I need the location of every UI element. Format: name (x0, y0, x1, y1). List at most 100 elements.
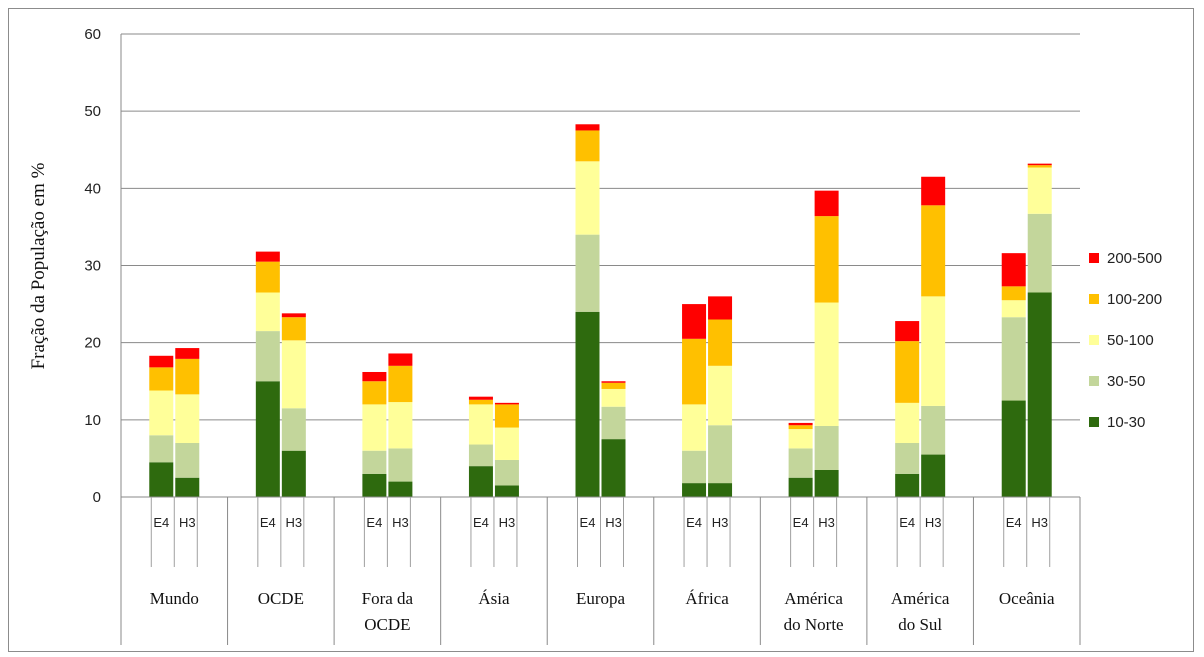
y-tick-label: 0 (93, 489, 101, 506)
x-sub-label: E4 (899, 515, 915, 530)
bar-segment-200-500 (362, 371, 387, 382)
bar-segment-10-30 (175, 477, 200, 497)
bar-segment-10-30 (362, 473, 387, 497)
x-sub-label: E4 (366, 515, 382, 530)
bar-segment-100-200 (921, 205, 946, 297)
bar-segment-10-30 (281, 450, 306, 497)
y-tick-label: 60 (84, 26, 101, 43)
bar-segment-200-500 (468, 396, 493, 400)
bar-segment-50-100 (388, 402, 413, 449)
x-sub-label: H3 (286, 515, 303, 530)
bar-segment-10-30 (601, 439, 626, 497)
bar-segment-30-50 (362, 450, 387, 474)
x-sub-label: H3 (818, 515, 835, 530)
y-axis-ticks: 0 10 20 30 40 50 60 (84, 26, 101, 506)
bar-segment-50-100 (149, 390, 174, 436)
x-sub-label: E4 (153, 515, 169, 530)
bar-segment-100-200 (149, 367, 174, 391)
bar-segment-50-100 (708, 365, 733, 426)
y-tick-label: 40 (84, 180, 101, 197)
bar-segment-30-50 (149, 435, 174, 463)
bar-segment-100-200 (281, 317, 306, 341)
bar-segment-200-500 (175, 348, 200, 359)
bar-segment-50-100 (175, 394, 200, 443)
x-group-label: OCDE (258, 589, 304, 608)
bar-segment-100-200 (362, 381, 387, 405)
legend-swatch-10-30 (1089, 417, 1099, 427)
bar-segment-10-30 (149, 462, 174, 497)
bar-segment-50-100 (921, 296, 946, 406)
bar-segment-200-500 (601, 381, 626, 383)
bar-segment-200-500 (281, 313, 306, 318)
bar-segment-100-200 (682, 338, 707, 405)
bar-segment-100-200 (175, 358, 200, 395)
legend-swatch-50-100 (1089, 335, 1099, 345)
x-sub-label: E4 (793, 515, 809, 530)
bar-segment-10-30 (255, 381, 280, 497)
x-group-label: Fora da OCDE (362, 589, 414, 634)
bar-segment-30-50 (1027, 213, 1052, 293)
bar-segment-200-500 (575, 124, 600, 131)
bar-segment-200-500 (682, 304, 707, 339)
legend-swatch-100-200 (1089, 294, 1099, 304)
bar-segment-10-30 (895, 473, 920, 497)
bar-segment-100-200 (494, 404, 519, 428)
bar-segment-50-100 (468, 404, 493, 445)
x-sub-label: H3 (499, 515, 516, 530)
bar-segment-50-100 (281, 340, 306, 409)
y-tick-label: 30 (84, 258, 101, 275)
bar-segment-50-100 (788, 429, 813, 449)
x-sub-label: E4 (260, 515, 276, 530)
legend-swatch-30-50 (1089, 376, 1099, 386)
x-sub-label: E4 (473, 515, 489, 530)
legend-label: 10-30 (1107, 414, 1145, 431)
y-axis-label: Fração da População em % (28, 162, 49, 369)
y-tick-label: 10 (84, 412, 101, 429)
x-sub-label: H3 (925, 515, 942, 530)
bar-segment-100-200 (895, 341, 920, 403)
legend-label: 30-50 (1107, 373, 1145, 390)
x-sub-label: H3 (392, 515, 409, 530)
x-sub-label: H3 (1031, 515, 1048, 530)
bar-segment-10-30 (575, 311, 600, 497)
x-sub-label: H3 (605, 515, 622, 530)
bar-segment-10-30 (494, 485, 519, 497)
bar-segment-10-30 (682, 483, 707, 497)
x-sub-label: E4 (1006, 515, 1022, 530)
bar-segment-200-500 (921, 176, 946, 206)
x-group-label: América do Sul (891, 589, 950, 634)
bar-segment-30-50 (814, 426, 839, 470)
bar-segment-10-30 (388, 481, 413, 497)
bar-segment-100-200 (708, 319, 733, 366)
bar-segment-50-100 (895, 402, 920, 443)
bar-segment-30-50 (708, 425, 733, 484)
x-group-label: Ásia (478, 589, 510, 608)
legend: 200-500 100-200 50-100 30-50 10-30 (1089, 250, 1162, 431)
bar-segment-100-200 (601, 382, 626, 389)
x-axis: E4 H3 Mundo E4 H3 OCDE E4 H3 Fora da OCDE E4 H3 Ásia… (120, 496, 1081, 645)
bar-segment-200-500 (814, 190, 839, 217)
bar-segment-30-50 (388, 448, 413, 482)
bar-segment-50-100 (575, 161, 600, 235)
bar-segment-200-500 (494, 402, 519, 405)
bar-segment-30-50 (255, 331, 280, 382)
bar-segment-100-200 (468, 399, 493, 405)
bar-segment-100-200 (1001, 286, 1026, 301)
bar-segment-50-100 (682, 404, 707, 451)
bar-segment-50-100 (255, 292, 280, 332)
bar-segment-50-100 (1027, 167, 1052, 214)
legend-label: 100-200 (1107, 291, 1162, 308)
bar-segment-200-500 (1001, 253, 1026, 287)
bar-segment-100-200 (255, 261, 280, 293)
x-group-label: Mundo (150, 589, 199, 608)
bar-segment-30-50 (788, 448, 813, 478)
bar-segment-10-30 (814, 469, 839, 497)
bar-segment-30-50 (601, 406, 626, 440)
x-group-label: Oceânia (999, 589, 1055, 608)
legend-label: 50-100 (1107, 332, 1154, 349)
bar-segment-30-50 (1001, 317, 1026, 401)
bar-segment-50-100 (494, 427, 519, 460)
bar-segment-30-50 (575, 234, 600, 312)
x-group-label: África (685, 589, 729, 608)
